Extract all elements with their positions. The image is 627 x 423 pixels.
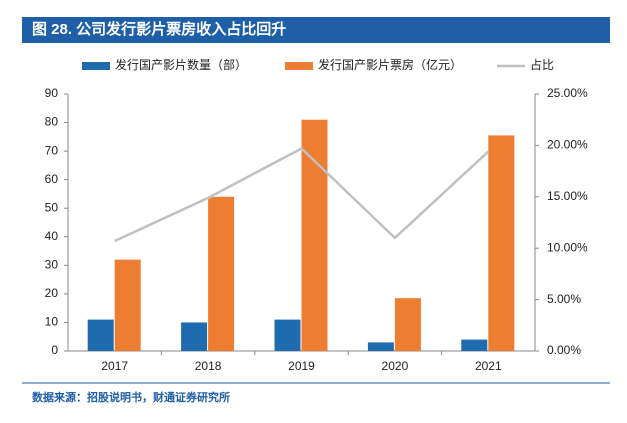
bar [114,259,141,351]
y-tick-label: 0 [51,343,58,357]
legend-label: 发行国产影片数量（部） [115,57,247,72]
x-tick-label: 2020 [382,359,409,373]
bar [274,319,301,351]
y-tick-label: 60 [45,172,59,186]
bar [461,339,488,351]
legend-swatch [285,62,313,70]
title-bar [22,17,610,43]
legend-label: 占比 [530,57,554,72]
bar [301,119,328,351]
bar [367,342,394,351]
x-tick-label: 2017 [101,359,128,373]
legend-swatch [82,62,110,70]
y2-tick-label: 10.00% [547,240,588,254]
x-tick-label: 2021 [475,359,502,373]
y2-tick-label: 15.00% [547,189,588,203]
bar [181,322,208,351]
y-tick-label: 40 [45,229,59,243]
x-tick-label: 2019 [288,359,315,373]
source: 数据来源：招股说明书，财通证券研究所 [32,390,230,404]
y-tick-label: 80 [45,115,59,129]
y2-tick-label: 5.00% [547,292,581,306]
x-tick-label: 2018 [195,359,222,373]
y-tick-label: 70 [45,143,59,157]
y-tick-label: 90 [45,86,59,100]
bar [394,298,421,351]
y-tick-label: 10 [45,315,59,329]
y-tick-label: 30 [45,258,59,272]
line [114,146,490,243]
y2-tick-label: 0.00% [547,343,581,357]
y2-tick-label: 25.00% [547,86,588,100]
chart-title: 图 28. 公司发行影片票房收入占比回升 [32,20,286,38]
y2-tick-label: 20.00% [547,138,588,152]
legend-label: 发行国产影片票房（亿元） [318,57,462,72]
y-tick-label: 20 [45,286,59,300]
bar [488,135,515,351]
y-tick-label: 50 [45,200,59,214]
bar [208,196,235,351]
bar [87,319,114,351]
